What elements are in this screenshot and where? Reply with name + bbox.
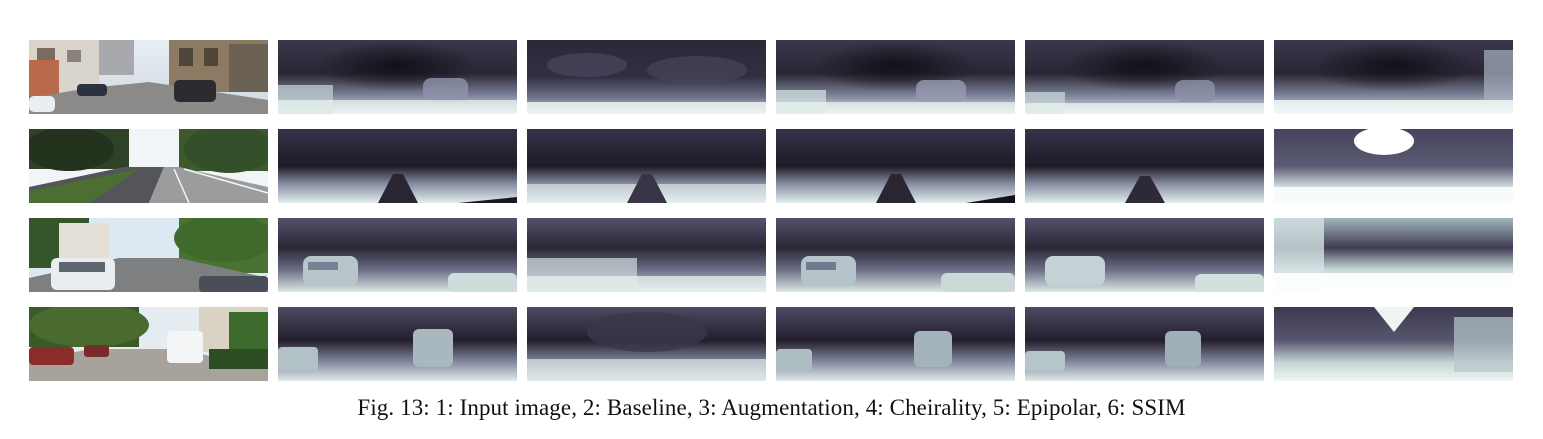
baseline-depth-map bbox=[278, 218, 517, 292]
epipolar-depth-map bbox=[1025, 40, 1264, 114]
ssim-depth-map bbox=[1274, 218, 1513, 292]
baseline-depth-map bbox=[278, 307, 517, 381]
figure-row bbox=[29, 129, 1513, 203]
augmentation-depth-map bbox=[527, 307, 766, 381]
augmentation-depth-map bbox=[527, 40, 766, 114]
baseline-depth-map bbox=[278, 129, 517, 203]
cheirality-depth-map bbox=[776, 129, 1015, 203]
epipolar-depth-map bbox=[1025, 129, 1264, 203]
epipolar-depth-map bbox=[1025, 307, 1264, 381]
augmentation-depth-map bbox=[527, 218, 766, 292]
ssim-depth-map bbox=[1274, 129, 1513, 203]
input-image bbox=[29, 307, 268, 381]
input-image bbox=[29, 40, 268, 114]
epipolar-depth-map bbox=[1025, 218, 1264, 292]
augmentation-depth-map bbox=[527, 129, 766, 203]
figure-label: Fig. 13: bbox=[357, 395, 430, 420]
ssim-depth-map bbox=[1274, 307, 1513, 381]
figure-row bbox=[29, 40, 1513, 114]
baseline-depth-map bbox=[278, 40, 517, 114]
input-image bbox=[29, 129, 268, 203]
figure-row bbox=[29, 307, 1513, 381]
figure-caption: Fig. 13: 1: Input image, 2: Baseline, 3:… bbox=[0, 395, 1543, 421]
ssim-depth-map bbox=[1274, 40, 1513, 114]
cheirality-depth-map bbox=[776, 307, 1015, 381]
figure-row bbox=[29, 218, 1513, 292]
cheirality-depth-map bbox=[776, 218, 1015, 292]
input-image bbox=[29, 218, 268, 292]
depth-figure bbox=[29, 40, 1513, 381]
caption-text: 1: Input image, 2: Baseline, 3: Augmenta… bbox=[435, 395, 1186, 420]
cheirality-depth-map bbox=[776, 40, 1015, 114]
